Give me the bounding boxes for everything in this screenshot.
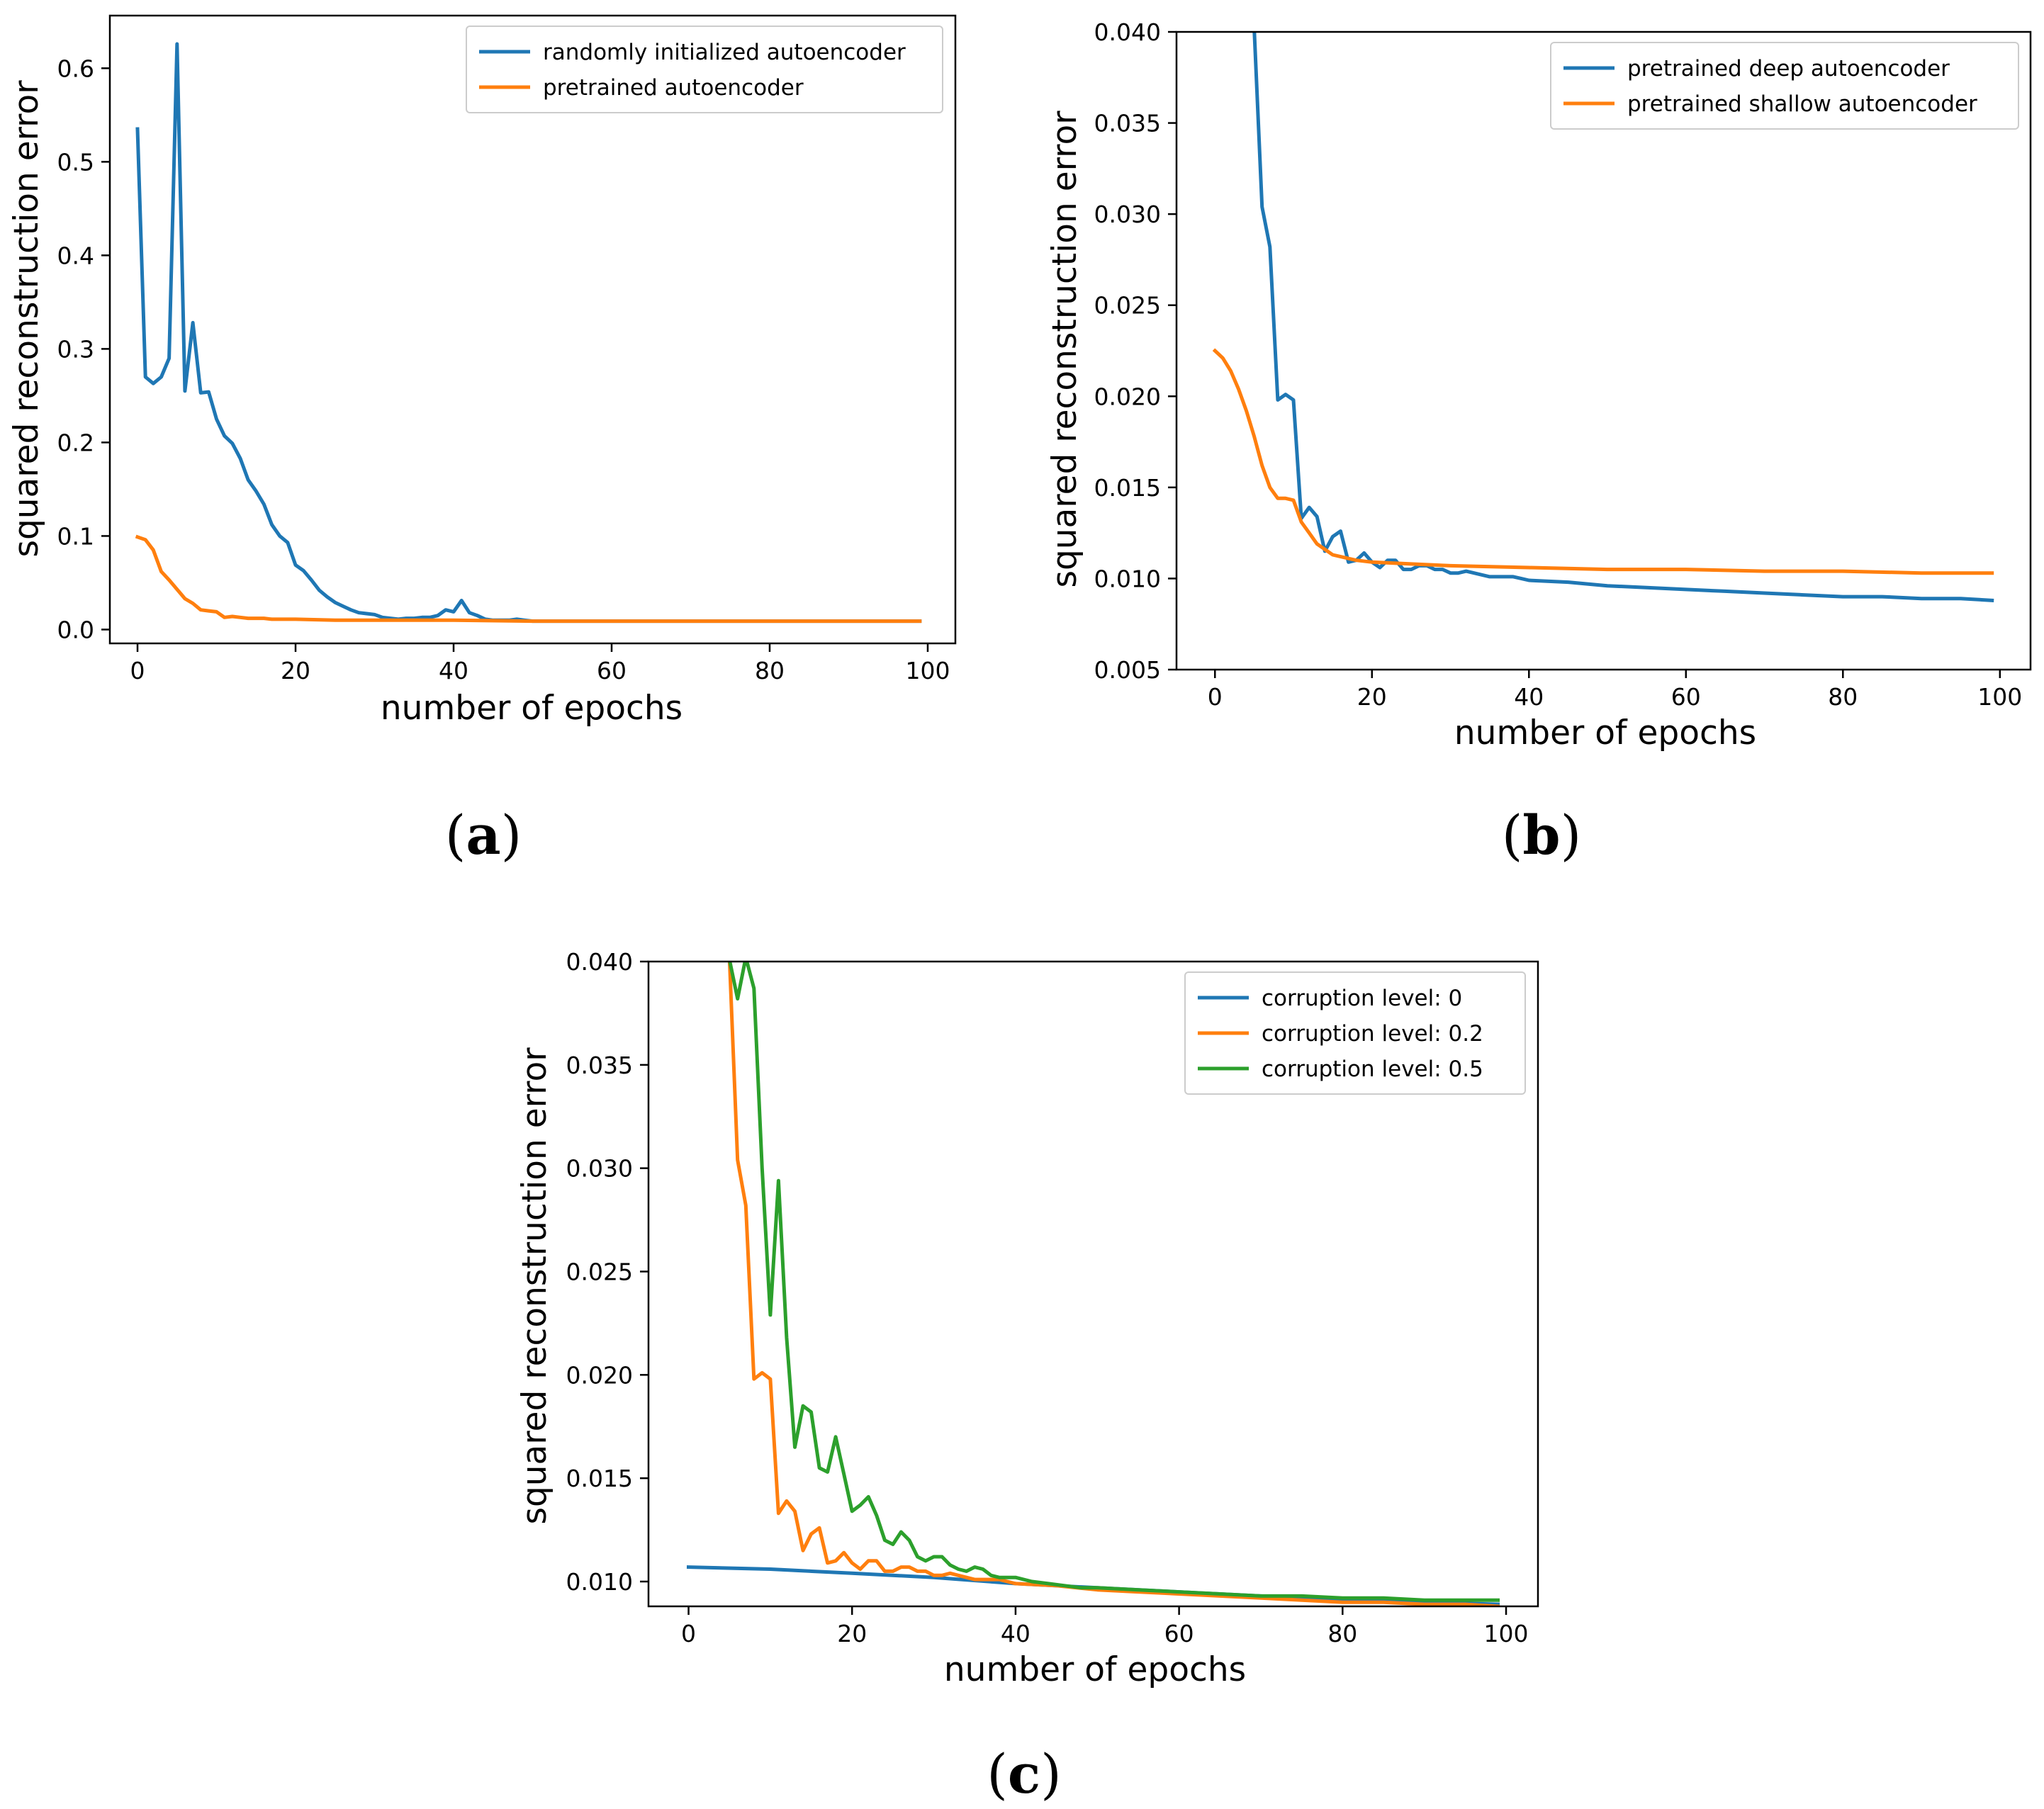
- y-tick-label: 0.4: [57, 242, 94, 269]
- panel-label-c: (c): [987, 1742, 1062, 1805]
- y-tick-label: 0.005: [1094, 656, 1161, 684]
- x-tick-label: 20: [837, 1620, 867, 1647]
- y-axis-label-a: squared reconstruction error: [7, 80, 46, 558]
- y-tick-label: 0.0: [57, 616, 94, 643]
- legend-box: [466, 26, 943, 113]
- x-axis-label-a: number of epochs: [381, 689, 683, 728]
- y-tick-label: 0.6: [57, 55, 94, 82]
- legend-entry: corruption level: 0.2: [1262, 1021, 1483, 1047]
- series-line-3: [728, 962, 1500, 1602]
- x-tick-label: 80: [1327, 1620, 1357, 1647]
- x-tick-label: 80: [1828, 683, 1858, 711]
- x-tick-label: 60: [597, 657, 627, 684]
- legend-entry: pretrained shallow autoencoder: [1627, 91, 1977, 117]
- series-line-2: [727, 962, 1500, 1606]
- legend-b: pretrained deep autoencoder pretrained sh…: [1550, 42, 2019, 130]
- panel-label-b: (b): [1502, 804, 1581, 867]
- plot-frame: [647, 960, 1539, 1608]
- y-tick-label: 0.035: [1094, 110, 1161, 137]
- chart-c: 0 20 40 60 80 100 0.010 0.015 0.020 0.025 0.030 0.0…: [515, 948, 1539, 1805]
- y-tick-label: 0.025: [1094, 292, 1161, 320]
- x-axis-label-b: number of epochs: [1454, 714, 1756, 753]
- x-tick-label: 80: [755, 657, 785, 684]
- x-tick-label: 60: [1164, 1620, 1194, 1647]
- y-tick-label: 0.030: [1094, 201, 1161, 228]
- y-tick-label: 0.015: [1094, 474, 1161, 502]
- legend-c: corruption level: 0 corruption level: 0.2…: [1184, 971, 1526, 1095]
- x-tick-label: 20: [1357, 683, 1387, 711]
- y-tick-label: 0.010: [1094, 565, 1161, 592]
- y-axis-label-b: squared reconstruction error: [1045, 111, 1084, 588]
- y-tick-label: 0.030: [566, 1155, 633, 1183]
- legend-entry: pretrained deep autoencoder: [1627, 56, 1950, 81]
- legend-a: randomly initialized autoencoder pretrain…: [466, 26, 943, 113]
- x-axis-label-c: number of epochs: [944, 1650, 1246, 1689]
- series-line-2: [135, 534, 922, 624]
- panel-label-a: (a): [445, 804, 522, 867]
- y-tick-label: 0.2: [57, 429, 94, 456]
- y-axis-label-c: squared reconstruction error: [515, 1047, 554, 1525]
- y-tick-label: 0.010: [566, 1568, 633, 1596]
- y-tick-label: 0.025: [566, 1258, 633, 1286]
- y-tick-label: 0.020: [1094, 383, 1161, 410]
- plot-frame: [108, 14, 957, 645]
- chart-b: 0 20 40 60 80 100 0.005 0.010 0.015 0.020 0.025 0.0…: [1045, 18, 2032, 867]
- legend-box: [1184, 971, 1526, 1095]
- y-tick-label: 0.015: [566, 1465, 633, 1492]
- y-tick-label: 0.035: [566, 1052, 633, 1079]
- legend-entry: corruption level: 0.5: [1262, 1056, 1483, 1082]
- x-tick-label: 20: [281, 657, 310, 684]
- x-tick-label: 40: [1514, 683, 1544, 711]
- y-tick-label: 0.040: [566, 948, 633, 976]
- y-tick-label: 0.040: [1094, 18, 1161, 46]
- x-tick-label: 0: [681, 1620, 696, 1647]
- legend-entry: pretrained autoencoder: [543, 75, 804, 101]
- plot-frame: [1175, 30, 2032, 671]
- x-tick-label: 100: [905, 657, 950, 684]
- y-tick-label: 0.1: [57, 522, 94, 550]
- legend-entry: corruption level: 0: [1262, 986, 1462, 1011]
- y-tick-label: 0.3: [57, 335, 94, 363]
- y-tick-label: 0.5: [57, 148, 94, 176]
- x-tick-label: 100: [1977, 683, 2022, 711]
- series-line-2: [1212, 348, 1994, 575]
- y-tick-label: 0.020: [566, 1361, 633, 1389]
- legend-entry: randomly initialized autoencoder: [543, 40, 906, 65]
- series-line-1: [1252, 32, 1994, 602]
- x-tick-label: 60: [1671, 683, 1701, 711]
- x-tick-label: 0: [1208, 683, 1223, 711]
- x-tick-label: 40: [1001, 1620, 1031, 1647]
- x-tick-label: 40: [439, 657, 468, 684]
- chart-a: 0 20 40 60 80 100 0.0 0.1 0.2 0.3 0.4 0.5 0.6 random…: [7, 14, 957, 867]
- x-tick-label: 100: [1484, 1620, 1529, 1647]
- legend-box: [1550, 42, 2019, 130]
- x-tick-label: 0: [130, 657, 145, 684]
